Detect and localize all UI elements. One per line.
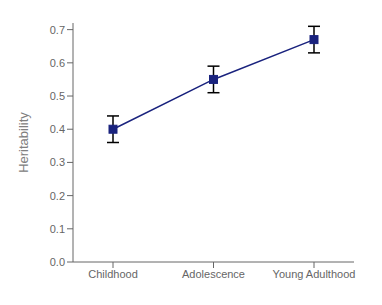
svg-text:0.3: 0.3 (50, 156, 65, 168)
svg-text:0.4: 0.4 (50, 123, 65, 135)
svg-text:0.0: 0.0 (50, 256, 65, 268)
svg-text:Adolescence: Adolescence (182, 268, 245, 280)
svg-text:Young Adulthood: Young Adulthood (273, 268, 356, 280)
svg-text:Heritability: Heritability (16, 112, 31, 173)
svg-text:0.5: 0.5 (50, 90, 65, 102)
svg-text:0.7: 0.7 (50, 24, 65, 36)
svg-text:0.1: 0.1 (50, 223, 65, 235)
svg-text:0.2: 0.2 (50, 190, 65, 202)
svg-text:0.6: 0.6 (50, 57, 65, 69)
svg-text:Childhood: Childhood (88, 268, 138, 280)
